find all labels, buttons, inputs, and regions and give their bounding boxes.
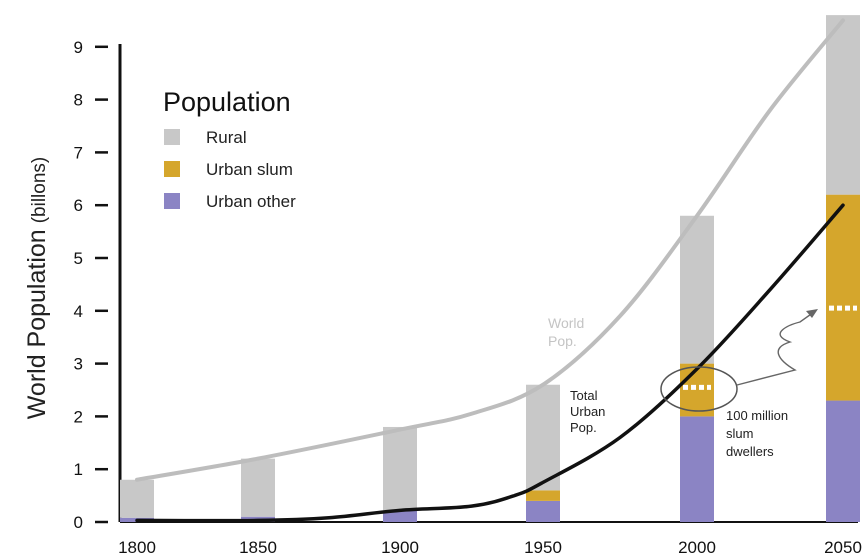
world-pop-label-line-2: Pop. <box>548 333 577 349</box>
line-world-pop <box>135 18 845 482</box>
legend-label-rural: Rural <box>206 128 247 147</box>
highlight-ellipse <box>660 366 738 412</box>
connector-arrow <box>736 311 815 386</box>
total-urban-pop-label-line-2: Urban <box>570 404 605 419</box>
legend-title: Population <box>163 87 291 117</box>
total-urban-pop-label: Total Urban Pop. <box>570 388 609 435</box>
y-tick-label: 4 <box>74 302 83 321</box>
total-urban-pop-label-line-1: Total <box>570 388 598 403</box>
bar-rural-1900 <box>383 426 417 511</box>
y-tick-label: 8 <box>74 91 83 110</box>
y-tick-label: 7 <box>74 143 83 162</box>
slum-dwellers-label-line-3: dwellers <box>726 444 774 459</box>
slum-dwellers-label-line-1: 100 million <box>726 408 788 423</box>
arrow-head <box>806 309 818 318</box>
bar-urban-other-1950 <box>526 500 560 522</box>
y-axis-ticks: 0 1 2 3 4 5 6 7 8 9 <box>74 38 108 532</box>
total-urban-pop-label-line-3: Pop. <box>570 420 597 435</box>
y-axis-label-unit: (billons) <box>29 157 50 224</box>
x-axis-tick-labels: 1800 1850 1900 1950 2000 2050 <box>118 538 862 557</box>
y-axis-label: World Population (billons) <box>23 157 51 419</box>
x-tick-label: 1850 <box>239 538 277 557</box>
y-tick-label: 0 <box>74 513 83 532</box>
bar-rural-1950 <box>526 384 560 491</box>
x-tick-label: 1950 <box>524 538 562 557</box>
bar-rural-1800 <box>120 479 154 518</box>
y-axis-label-main: World Population <box>23 229 51 419</box>
y-tick-label: 3 <box>74 355 83 374</box>
bar-urban-other-2000 <box>680 416 714 522</box>
y-tick-label: 1 <box>74 460 83 479</box>
x-tick-label: 2050 <box>824 538 862 557</box>
bar-urban-slum-2000 <box>680 363 714 417</box>
bar-urban-slum-1950 <box>526 490 560 501</box>
legend-swatch-urban-other <box>164 193 180 209</box>
legend-swatch-rural <box>164 129 180 145</box>
bar-rural-2050 <box>826 15 860 195</box>
stacked-bars <box>120 15 860 522</box>
slum-dwellers-annotation: 100 million slum dwellers <box>660 309 818 459</box>
world-pop-label-line-1: World <box>548 315 584 331</box>
slum-dwellers-label-line-2: slum <box>726 426 753 441</box>
bar-urban-other-1900 <box>383 510 417 522</box>
y-tick-label: 2 <box>74 407 83 426</box>
y-tick-label: 5 <box>74 249 83 268</box>
x-tick-label: 1900 <box>381 538 419 557</box>
y-tick-label: 9 <box>74 38 83 57</box>
slum-dwellers-label: 100 million slum dwellers <box>726 408 792 459</box>
bar-urban-other-2050 <box>826 400 860 522</box>
legend-label-urban-slum: Urban slum <box>206 160 293 179</box>
x-tick-label: 2000 <box>678 538 716 557</box>
trend-lines <box>135 18 845 523</box>
legend-swatch-urban-slum <box>164 161 180 177</box>
world-pop-label: World Pop. <box>548 315 588 349</box>
bar-rural-1850 <box>241 458 275 517</box>
x-tick-label: 1800 <box>118 538 156 557</box>
legend: Population Rural Urban slum Urban other <box>163 87 296 211</box>
legend-label-urban-other: Urban other <box>206 192 296 211</box>
bar-rural-2000 <box>680 215 714 364</box>
y-tick-label: 6 <box>74 196 83 215</box>
bar-urban-slum-2050 <box>826 194 860 401</box>
line-total-urban-pop <box>135 203 845 523</box>
